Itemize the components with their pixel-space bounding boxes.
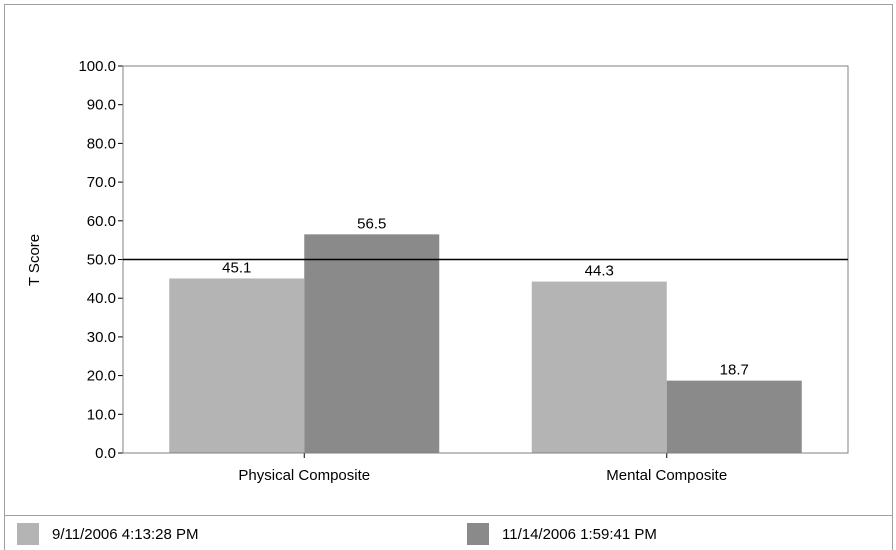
y-tick-label-9: 90.0 [87,97,116,114]
data-label-1-2: 44.3 [585,263,614,280]
legend-item-series-1: 9/11/2006 4:13:28 PM [17,523,199,545]
legend-swatch-series-2 [467,523,489,545]
legend-label-series-1: 9/11/2006 4:13:28 PM [52,525,199,543]
bar-1-2 [531,281,667,453]
y-tick-label-8: 80.0 [87,135,116,152]
x-axis: Physical Composite Mental Composite [238,453,727,484]
legend-item-series-2: 11/14/2006 1:59:41 PM [467,523,657,545]
data-label-2-1: 56.5 [357,215,386,232]
y-axis-title: T Score [26,234,43,286]
bar-1-1 [169,278,305,453]
y-tick-label-2: 20.0 [87,368,116,385]
y-tick-label-6: 60.0 [87,213,116,230]
bar-2-1 [304,234,440,453]
legend-swatch-series-1 [17,523,39,545]
y-tick-label-1: 10.0 [87,406,116,423]
bars: 45.1 56.5 44.3 18.7 [169,215,802,453]
y-axis: 0.0 10.0 20.0 30.0 40.0 50.0 60.0 70.0 80.0 90.0 1… [78,58,123,462]
y-tick-label-3: 30.0 [87,329,116,346]
legend-label-series-2: 11/14/2006 1:59:41 PM [502,525,657,543]
x-tick-label-1: Physical Composite [238,467,370,484]
y-tick-label-0: 0.0 [95,445,116,462]
bar-chart: 0.0 10.0 20.0 30.0 40.0 50.0 60.0 70.0 80.0 90.0 1… [26,58,849,484]
bar-2-2 [666,380,802,453]
x-tick-label-2: Mental Composite [606,467,727,484]
y-tick-label-4: 40.0 [87,290,116,307]
legend: 9/11/2006 4:13:28 PM 11/14/2006 1:59:41 … [4,516,893,550]
y-tick-label-5: 50.0 [87,252,116,269]
data-label-1-1: 45.1 [222,259,251,276]
data-label-2-2: 18.7 [720,362,749,379]
y-tick-label-7: 70.0 [87,174,116,191]
y-tick-label-10: 100.0 [78,58,116,75]
